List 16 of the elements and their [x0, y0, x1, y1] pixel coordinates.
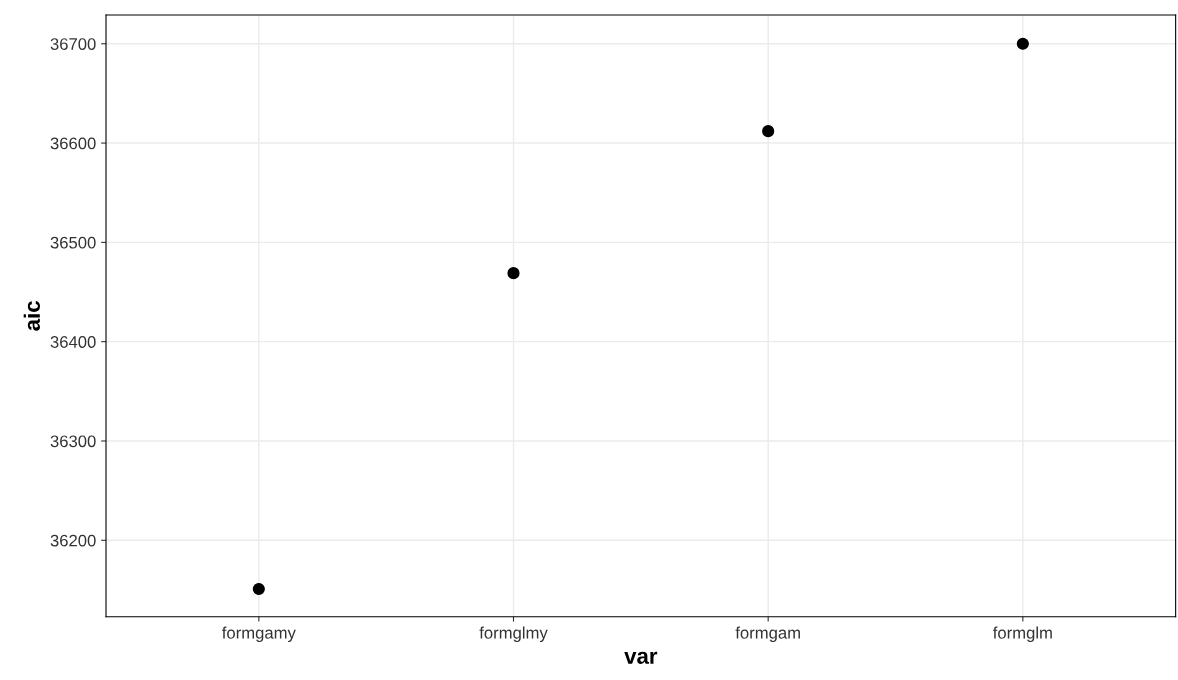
x-tick-label: formgam: [735, 626, 800, 643]
x-tick-label: formgamy: [222, 626, 296, 643]
x-tick-label: formglmy: [479, 626, 548, 643]
y-axis-title: aic: [23, 301, 41, 331]
y-tick-label: 36500: [50, 236, 96, 249]
point: [1016, 37, 1029, 50]
point: [762, 125, 775, 138]
y-tick-label: 36700: [50, 38, 96, 50]
point: [252, 582, 265, 596]
x-axis-title: var: [624, 651, 658, 664]
y-tick-label: 36600: [50, 137, 96, 150]
x-tick-label: formglm: [992, 626, 1052, 643]
y-tick-label: 36400: [50, 336, 96, 348]
y-tick-label: 36200: [50, 534, 96, 547]
y-tick-label: 36300: [50, 435, 96, 448]
point: [507, 267, 520, 280]
